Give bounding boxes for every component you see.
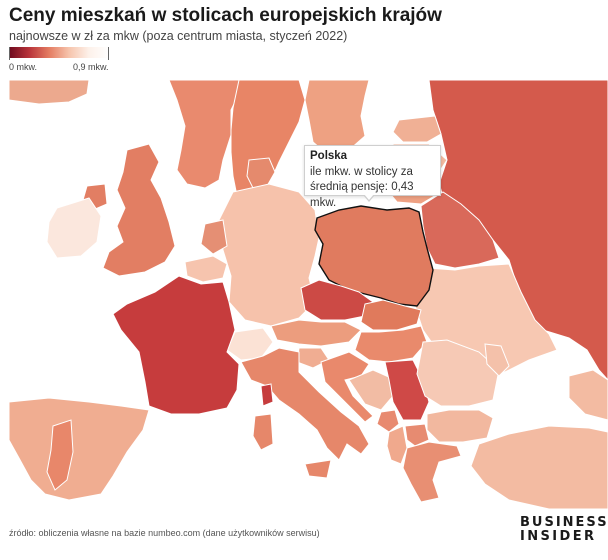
tooltip-arrow-inner bbox=[364, 194, 374, 200]
region-norway[interactable] bbox=[168, 80, 242, 189]
region-italy[interactable] bbox=[240, 347, 370, 461]
region-hungary[interactable] bbox=[354, 325, 428, 363]
region-moldova[interactable] bbox=[484, 343, 510, 377]
region-finland[interactable] bbox=[304, 80, 370, 155]
tooltip-country: Polska bbox=[310, 150, 348, 162]
color-legend: 0 mkw. 0,9 mkw. bbox=[9, 47, 109, 77]
region-poland[interactable] bbox=[314, 205, 434, 307]
region-denmark[interactable] bbox=[246, 157, 276, 189]
region-romania[interactable] bbox=[416, 339, 500, 407]
business-insider-logo: BUSINESS INSIDER bbox=[520, 515, 608, 544]
region-belgium[interactable] bbox=[184, 255, 228, 283]
region-united-kingdom[interactable] bbox=[102, 143, 176, 277]
region-iceland[interactable] bbox=[9, 80, 90, 105]
region-bulgaria[interactable] bbox=[426, 409, 494, 443]
region-georgia-edge[interactable] bbox=[568, 369, 608, 421]
region-north-macedonia[interactable] bbox=[404, 423, 430, 447]
legend-max-label: 0,9 mkw. bbox=[73, 62, 109, 72]
region-austria[interactable] bbox=[270, 319, 362, 347]
region-spain[interactable] bbox=[9, 397, 150, 501]
region-albania[interactable] bbox=[386, 425, 408, 465]
chart-subtitle: najnowsze w zł za mkw (poza centrum mias… bbox=[9, 29, 348, 43]
legend-gradient-bar bbox=[9, 47, 109, 58]
tooltip-line-1: ile mkw. w stolicy za bbox=[310, 165, 413, 178]
region-croatia[interactable] bbox=[320, 351, 374, 423]
chart-title: Ceny mieszkań w stolicach europejskich k… bbox=[9, 5, 442, 26]
europe-choropleth-map[interactable] bbox=[9, 80, 608, 509]
logo-line-1: BUSINESS bbox=[520, 515, 608, 530]
region-ireland[interactable] bbox=[46, 197, 102, 259]
legend-tick-max bbox=[108, 47, 109, 60]
tooltip-line-2: średnią pensję: 0,43 mkw. bbox=[310, 181, 414, 209]
region-estonia[interactable] bbox=[392, 115, 442, 143]
logo-line-2: INSIDER bbox=[520, 529, 597, 544]
region-corsica[interactable] bbox=[260, 383, 274, 407]
source-note: źródło: obliczenia własne na bazie numbe… bbox=[9, 528, 320, 538]
map-svg[interactable] bbox=[9, 80, 608, 509]
region-portugal[interactable] bbox=[46, 419, 74, 491]
region-sardinia[interactable] bbox=[252, 413, 274, 451]
map-tooltip: Polska ile mkw. w stolicy za średnią pen… bbox=[304, 145, 441, 209]
region-netherlands[interactable] bbox=[200, 219, 228, 255]
region-montenegro[interactable] bbox=[376, 409, 400, 433]
legend-tick-min bbox=[9, 47, 10, 60]
legend-min-label: 0 mkw. bbox=[9, 62, 38, 72]
region-france[interactable] bbox=[112, 275, 240, 415]
region-greece[interactable] bbox=[402, 441, 462, 503]
region-sicily[interactable] bbox=[304, 459, 332, 479]
region-turkey[interactable] bbox=[470, 425, 608, 509]
region-slovakia[interactable] bbox=[360, 299, 422, 331]
